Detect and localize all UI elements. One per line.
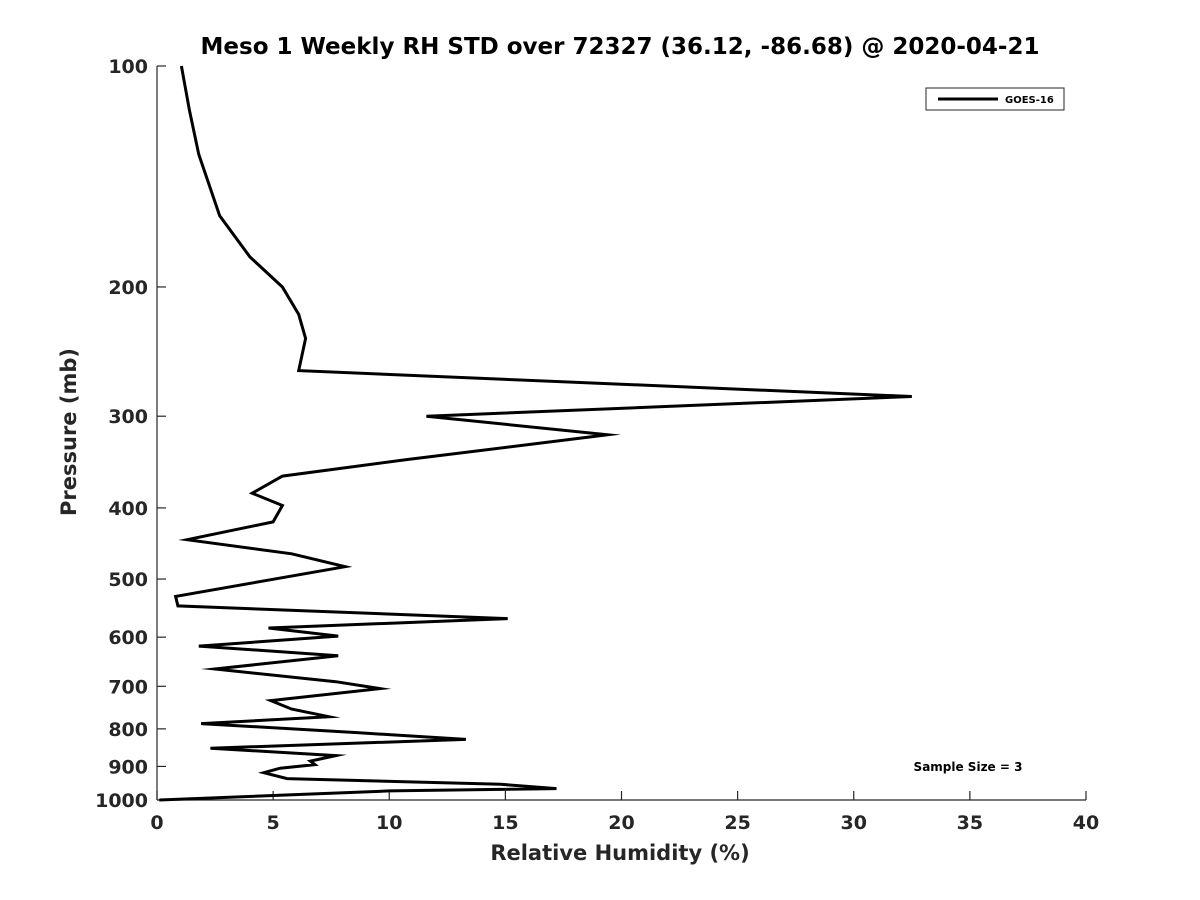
x-tick-label-15: 15 — [492, 812, 518, 834]
x-tick-label-20: 20 — [608, 812, 634, 834]
legend-entry-goes-16: GOES-16 — [1005, 95, 1054, 106]
x-tick-label-10: 10 — [376, 812, 402, 834]
series-layer — [159, 65, 912, 802]
y-tick-label-300: 300 — [108, 406, 148, 428]
y-axis-label: Pressure (mb) — [57, 348, 81, 516]
y-tick-label-400: 400 — [108, 498, 148, 520]
plot-area — [156, 66, 1086, 801]
y-tick-label-700: 700 — [108, 676, 148, 698]
x-tick-label-30: 30 — [841, 812, 867, 834]
y-tick-label-800: 800 — [108, 719, 148, 741]
y-tick-label-100: 100 — [108, 56, 148, 78]
x-axis-label: Relative Humidity (%) — [490, 841, 749, 865]
series-line-goes-16 — [159, 65, 912, 802]
x-axis-ticks: 0 5 10 15 20 25 30 35 40 — [150, 791, 1099, 834]
x-tick-label-40: 40 — [1073, 812, 1099, 834]
chart-title: Meso 1 Weekly RH STD over 72327 (36.12, … — [201, 34, 1040, 60]
y-axis-ticks: 100 200 300 400 500 600 700 800 900 1000 — [95, 56, 166, 812]
sample-size-annotation: Sample Size = 3 — [914, 760, 1023, 774]
y-tick-label-500: 500 — [108, 569, 148, 591]
legend: GOES-16 — [925, 87, 1065, 111]
x-tick-label-0: 0 — [150, 812, 163, 834]
x-tick-label-35: 35 — [957, 812, 983, 834]
x-tick-label-5: 5 — [267, 812, 280, 834]
y-tick-label-600: 600 — [108, 627, 148, 649]
y-tick-label-900: 900 — [108, 756, 148, 778]
x-tick-label-25: 25 — [724, 812, 750, 834]
y-tick-label-1000: 1000 — [95, 790, 148, 812]
y-tick-label-200: 200 — [108, 277, 148, 299]
